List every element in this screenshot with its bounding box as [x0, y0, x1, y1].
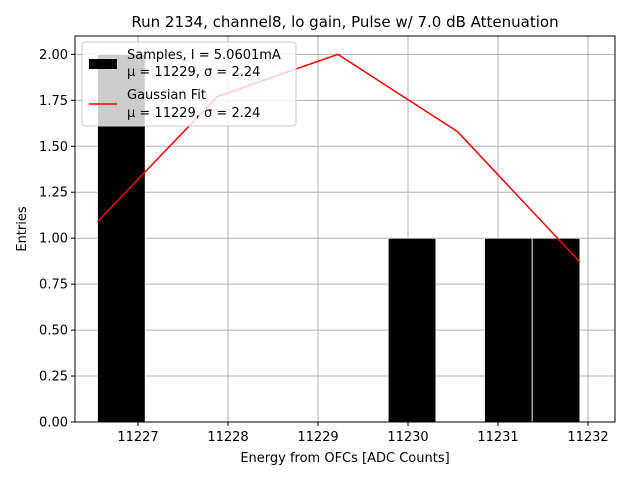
legend-box — [81, 41, 297, 127]
y-tick-label-1: 0.25 — [39, 370, 68, 385]
y-tick-label-7: 1.75 — [39, 94, 68, 109]
y-tick-label-6: 1.50 — [39, 140, 68, 155]
legend: Samples, I = 5.0601mA μ = 11229, σ = 2.2… — [81, 41, 297, 127]
x-tick-label-4: 11231 — [477, 430, 518, 445]
y-tick-label-4: 1.00 — [39, 232, 68, 247]
y-tick-label-5: 1.25 — [39, 186, 68, 201]
x-tick-label-3: 11230 — [387, 430, 428, 445]
histogram-bar-1 — [387, 237, 437, 423]
x-axis-ticks: 11227 11228 11229 11230 11231 11232 — [117, 422, 609, 445]
histogram-bar-3 — [531, 237, 581, 423]
y-tick-label-2: 0.50 — [39, 324, 68, 339]
y-tick-label-3: 0.75 — [39, 278, 68, 293]
y-tick-label-0: 0.00 — [39, 416, 68, 431]
x-tick-label-0: 11227 — [117, 430, 158, 445]
y-axis-label: Entries — [15, 206, 30, 252]
chart-title: Run 2134, channel8, lo gain, Pulse w/ 7.… — [131, 13, 558, 31]
legend-fit-stats: μ = 11229, σ = 2.24 — [127, 106, 260, 121]
legend-samples-stats: μ = 11229, σ = 2.24 — [127, 65, 260, 80]
gaussian-fit — [96, 53, 581, 263]
legend-fit-label: Gaussian Fit — [127, 88, 206, 103]
x-tick-label-1: 11228 — [207, 430, 248, 445]
legend-samples-label: Samples, I = 5.0601mA — [127, 48, 281, 63]
plot-frame — [74, 35, 616, 423]
x-tick-label-2: 11229 — [297, 430, 338, 445]
x-axis-label: Energy from OFCs [ADC Counts] — [240, 451, 449, 466]
legend-samples-swatch — [89, 59, 117, 69]
y-axis-ticks: 0.00 0.25 0.50 0.75 1.00 1.25 1.50 1.75 2.00 — [39, 48, 75, 431]
gaussian-fit-line — [96, 53, 581, 263]
y-tick-label-8: 2.00 — [39, 48, 68, 63]
x-tick-label-5: 11232 — [567, 430, 608, 445]
histogram-bar-2 — [484, 237, 533, 423]
